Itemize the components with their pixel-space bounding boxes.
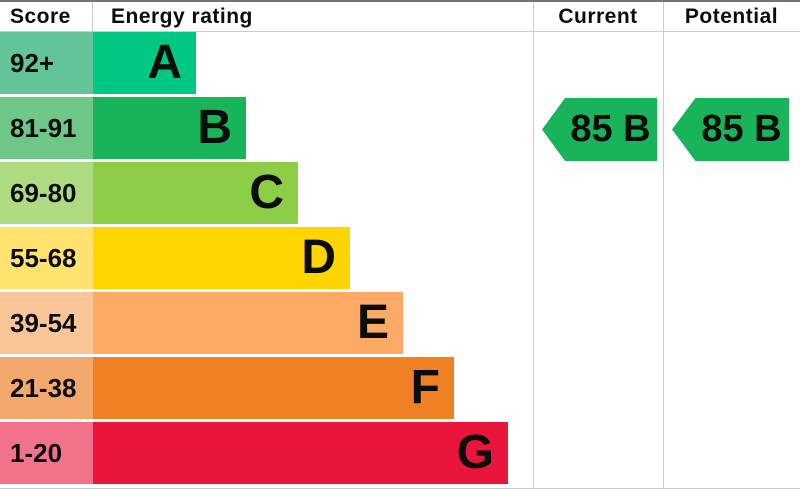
band-score-range: 21-38 — [0, 357, 93, 419]
band-score-range: 1-20 — [0, 422, 93, 484]
potential-column-header: Potential — [684, 4, 779, 28]
score-column-header: Score — [0, 2, 93, 31]
band-score-range: 69-80 — [0, 162, 93, 224]
band-score-range: 92+ — [0, 32, 93, 94]
band-row-f: 21-38 F — [0, 357, 800, 419]
band-bar: A — [93, 32, 196, 94]
band-row-e: 39-54 E — [0, 292, 800, 354]
band-letter: B — [197, 101, 232, 154]
band-letter: G — [456, 426, 494, 479]
potential-rating-label: 85 B — [701, 108, 782, 150]
band-score-range: 55-68 — [0, 227, 93, 289]
potential-column-divider — [663, 2, 664, 488]
current-rating-label: 85 B — [570, 108, 651, 150]
band-row-b: 81-91 B — [0, 97, 800, 159]
band-letter: F — [410, 361, 440, 414]
potential-rating-arrow-badge: 85 B — [672, 98, 789, 161]
band-bar: F — [93, 357, 454, 419]
band-letter: C — [249, 166, 284, 219]
energy-rating-column-header: Energy rating — [111, 4, 253, 28]
band-row-d: 55-68 D — [0, 227, 800, 289]
band-score-range: 81-91 — [0, 97, 93, 159]
current-column-header: Current — [558, 4, 638, 28]
band-bar: C — [93, 162, 298, 224]
current-rating-arrow-badge: 85 B — [542, 98, 657, 161]
band-letter: A — [147, 36, 182, 89]
band-bar: D — [93, 227, 350, 289]
band-row-a: 92+ A — [0, 32, 800, 94]
band-score-range: 39-54 — [0, 292, 93, 354]
band-bar: B — [93, 97, 246, 159]
chart-header-row: Score Energy rating Current Potential — [0, 2, 800, 32]
band-bar: E — [93, 292, 403, 354]
band-row-c: 69-80 C — [0, 162, 800, 224]
band-row-g: 1-20 G — [0, 422, 800, 484]
band-letter: E — [356, 296, 389, 349]
current-column-divider — [533, 2, 534, 488]
band-letter: D — [301, 231, 336, 284]
band-rows: 92+ A 81-91 B 69-80 C 55-68 D 39-54 — [0, 32, 800, 484]
band-bar: G — [93, 422, 508, 484]
